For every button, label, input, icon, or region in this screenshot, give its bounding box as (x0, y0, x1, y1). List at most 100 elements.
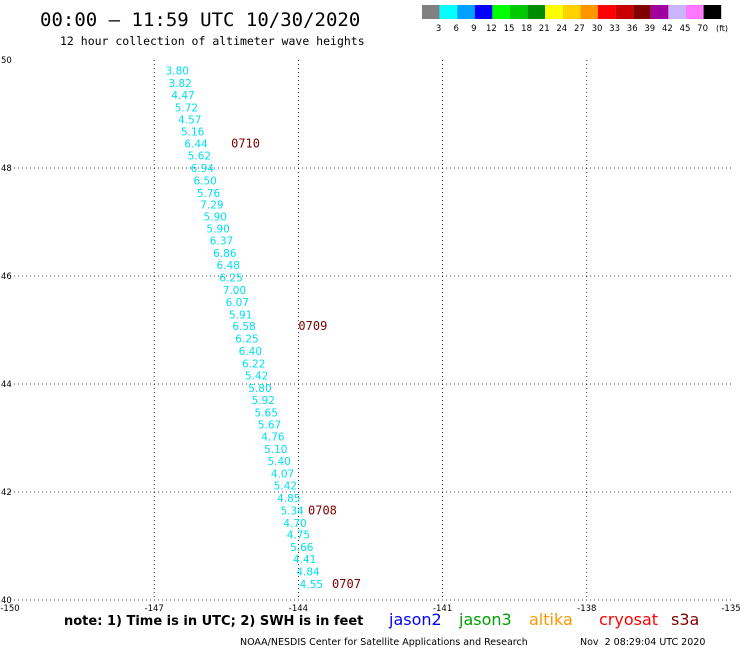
satellite-label: jason2 (388, 610, 442, 629)
pass-time-label: 0707 (332, 577, 361, 591)
footer-credit: NOAA/NESDIS Center for Satellite Applica… (240, 637, 528, 648)
legend-swatch (650, 5, 669, 19)
y-tick-label: 40 (1, 596, 12, 606)
legend-swatch (633, 5, 651, 19)
legend-swatch (686, 5, 704, 19)
y-tick-label: 50 (1, 56, 12, 66)
footer-timestamp: Nov 2 08:29:04 UTC 2020 (580, 637, 705, 648)
x-tick-label: -141 (433, 604, 452, 614)
wave-height-label: 6.94 (191, 163, 215, 175)
wave-height-label: 6.86 (213, 248, 237, 260)
data-marks: 3.803.824.475.724.575.166.445.626.946.50… (166, 65, 361, 591)
wave-height-label: 5.66 (290, 542, 314, 554)
legend-label: 27 (574, 24, 585, 34)
legend-label: 9 (471, 24, 476, 34)
pass-time-label: 0708 (308, 503, 337, 517)
wave-height-label: 6.37 (210, 235, 233, 247)
pass-time-label: 0709 (298, 319, 327, 333)
legend-swatch (668, 5, 686, 19)
legend-swatch (510, 5, 528, 19)
wave-height-label: 4.76 (261, 431, 285, 443)
axes: -150 -147 -144 -141 -138 -135 40 42 44 46 48 50 (0, 56, 740, 614)
page-subtitle: 12 hour collection of altimeter wave hei… (60, 34, 365, 48)
wave-height-label: 3.82 (168, 78, 191, 90)
y-tick-label: 44 (1, 380, 12, 390)
color-legend: 3 6 9 12 15 18 21 24 27 30 33 36 39 42 45 70 (422, 5, 722, 34)
wave-height-label: 6.48 (217, 260, 240, 272)
wave-height-label: 4.07 (271, 469, 294, 481)
wave-height-label: 6.58 (232, 321, 255, 333)
legend-swatch (422, 5, 440, 19)
wave-height-label: 3.80 (166, 65, 189, 77)
wave-height-label: 4.70 (283, 518, 306, 530)
wave-height-label: 5.10 (264, 444, 287, 456)
wave-height-label: 5.34 (280, 505, 304, 517)
wave-height-label: 4.55 (300, 579, 323, 591)
legend-swatch (598, 5, 616, 19)
legend-swatch (474, 5, 493, 19)
wave-height-label: 4.57 (178, 114, 201, 126)
wave-height-label: 5.91 (229, 309, 252, 321)
legend-label: 42 (662, 24, 673, 34)
wave-height-label: 5.40 (267, 456, 290, 468)
legend-label: 3 (436, 24, 441, 34)
legend-label: 70 (697, 24, 708, 34)
legend-swatch (562, 5, 581, 19)
wave-height-label: 5.62 (188, 151, 211, 163)
wave-height-label: 6.07 (226, 297, 249, 309)
legend-unit: (ft) (716, 24, 728, 33)
y-tick-label: 48 (1, 164, 12, 174)
legend-swatch (703, 5, 722, 19)
legend-swatch (545, 5, 563, 19)
legend-label: 24 (556, 24, 567, 34)
wave-height-label: 6.22 (242, 358, 265, 370)
y-tick-label: 42 (1, 488, 12, 498)
wave-height-label: 6.50 (193, 175, 216, 187)
wave-height-label: 7.29 (200, 200, 223, 212)
satellite-label: jason3 (458, 610, 512, 629)
wave-height-label: 5.92 (252, 395, 275, 407)
legend-swatch (615, 5, 634, 19)
wave-height-label: 6.44 (184, 139, 208, 151)
legend-swatch (457, 5, 475, 19)
legend-label: 15 (504, 24, 515, 34)
y-tick-label: 46 (1, 272, 12, 282)
x-tick-label: -138 (577, 604, 596, 614)
legend-swatch (580, 5, 598, 19)
legend-label: 30 (592, 24, 603, 34)
wave-height-label: 5.72 (175, 103, 198, 115)
wave-height-label: 5.90 (204, 212, 227, 224)
wave-height-label: 5.80 (248, 383, 271, 395)
wave-height-label: 4.47 (171, 90, 194, 102)
x-tick-label: -150 (0, 604, 19, 614)
legend-label: 18 (521, 24, 532, 34)
legend-swatch (439, 5, 458, 19)
satellite-label: s3a (671, 610, 699, 629)
x-tick-label: -135 (721, 604, 740, 614)
legend-label: 12 (486, 24, 497, 34)
wave-height-label: 5.16 (181, 126, 205, 138)
legend-swatch (492, 5, 510, 19)
wave-height-label: 6.40 (239, 346, 262, 358)
plot-area (10, 60, 731, 601)
wave-height-label: 5.76 (197, 188, 221, 200)
wave-height-label: 5.67 (258, 420, 281, 432)
footer-note: note: 1) Time is in UTC; 2) SWH is in fe… (64, 614, 363, 629)
wave-height-label: 4.85 (277, 493, 300, 505)
wave-height-label: 6.25 (219, 273, 242, 285)
legend-label: 36 (627, 24, 638, 34)
legend-label: 45 (680, 24, 691, 34)
wave-height-label: 4.84 (296, 566, 320, 578)
wave-height-label: 5.90 (206, 223, 229, 235)
wave-height-label: 7.00 (223, 285, 246, 297)
wave-height-label: 5.42 (274, 481, 297, 493)
legend-label: 6 (453, 24, 458, 34)
wave-height-label: 5.42 (245, 370, 268, 382)
satellite-label: altika (529, 610, 573, 629)
wave-height-label: 4.75 (287, 530, 310, 542)
x-tick-label: -144 (289, 604, 308, 614)
satellite-legend: jason2 jason3 altika cryosat s3a (388, 610, 699, 629)
wave-height-label: 4.41 (293, 554, 316, 566)
wave-height-label: 5.65 (255, 408, 278, 420)
